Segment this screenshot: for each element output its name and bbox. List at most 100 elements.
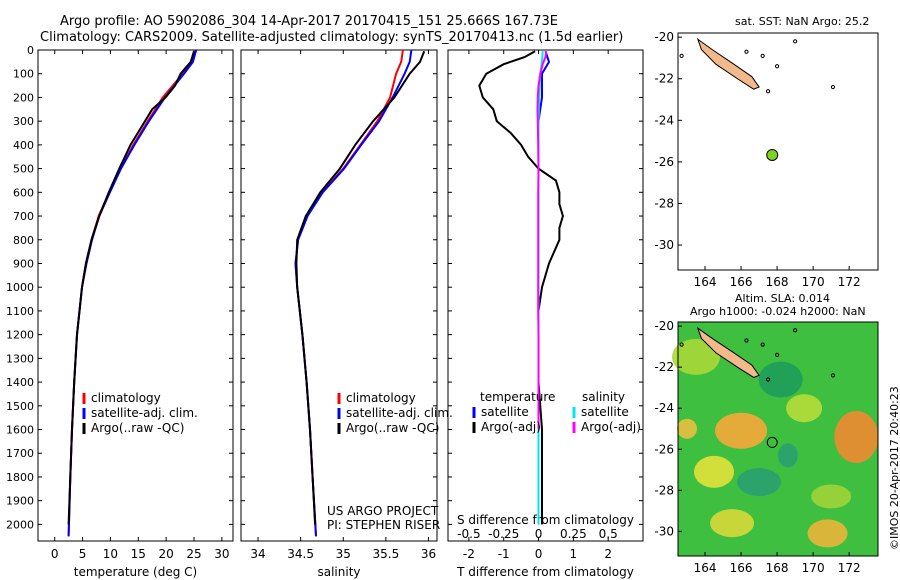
argo-float-marker <box>766 436 778 448</box>
series-line-1 <box>294 49 413 537</box>
map-frame <box>677 321 879 557</box>
profile-panel-1: 0 5 10 15 20 25 30 temperature (deg C) 0 100 200 30… <box>6 44 234 579</box>
series-line-2 <box>295 50 426 525</box>
island-outline <box>744 49 749 54</box>
x-tick-label: 10 <box>103 547 118 561</box>
x-tick-label: 25 <box>186 547 201 561</box>
legend-label: satellite <box>481 405 529 419</box>
map-x-tick-label: 166 <box>730 561 753 575</box>
x-tick-label: 34.5 <box>287 547 314 561</box>
series-line-0 <box>537 50 551 525</box>
x-tick-label: 36 <box>421 547 436 561</box>
y-tick-label: 1500 <box>6 400 34 413</box>
island-outline <box>765 89 771 94</box>
y-tick-label: 1800 <box>6 471 34 484</box>
island-outline <box>679 342 684 347</box>
x-tick-label: 15 <box>131 547 146 561</box>
x-tick-label: 2 <box>604 547 612 561</box>
legend-label: climatology <box>346 391 416 405</box>
x-tick-label: 30 <box>214 547 229 561</box>
argo-float-marker <box>766 148 779 161</box>
island-outline <box>744 338 749 343</box>
map-y-tick-label: -24 <box>654 113 674 127</box>
y-tick-label: 300 <box>13 115 34 128</box>
x-top-tick-label: 0.25 <box>560 527 587 541</box>
x-tick-label: 34 <box>250 547 265 561</box>
sla-anomaly-patch <box>811 484 852 509</box>
legend-label: Argo(..raw -QC) <box>346 421 439 435</box>
sla-anomaly-patch <box>710 509 755 538</box>
x-axis-label: T difference from climatology <box>456 565 634 579</box>
series-line-1 <box>67 49 198 537</box>
map-y-tick-label: -28 <box>654 483 674 497</box>
sla-anomaly-patch <box>677 418 698 439</box>
credit-pi: PI: STEPHEN RISER <box>327 518 441 532</box>
x-top-tick-label: -0.5 <box>457 527 480 541</box>
y-tick-label: 1700 <box>6 447 34 460</box>
map-y-tick-label: -24 <box>654 401 674 415</box>
legend-header-temp: temperature <box>480 390 555 404</box>
series-line-3 <box>536 51 548 430</box>
x-tick-label: -2 <box>463 547 475 561</box>
sla-anomaly-patch <box>834 410 879 463</box>
panel-frame <box>240 49 438 542</box>
map-y-tick-label: -22 <box>654 72 674 86</box>
y-tick-label: 1000 <box>6 281 34 294</box>
legend-label: climatology <box>91 391 161 405</box>
x-axis-label: salinity <box>317 565 360 579</box>
sst-map: 164 166 168 170 172 -20 -22 -24 -26 -28 -30 <box>654 30 879 289</box>
legend-label: Argo(..raw -QC) <box>91 421 184 435</box>
imos-watermark: ©IMOS 20-Apr-2017 20:40:23 <box>888 386 900 550</box>
x-axis-label: temperature (deg C) <box>74 565 197 579</box>
y-tick-label: 1300 <box>6 352 34 365</box>
island-outline <box>793 39 798 44</box>
sla-anomaly-patch <box>694 455 735 488</box>
y-tick-label: 700 <box>13 210 34 223</box>
map-y-tick-label: -26 <box>654 155 674 169</box>
series-line-0 <box>67 49 197 537</box>
new-caledonia-land <box>696 37 760 90</box>
island-outline <box>830 84 836 90</box>
map-x-tick-label: 164 <box>694 561 717 575</box>
x-top-tick-label: -0.25 <box>488 527 519 541</box>
series-line-1 <box>478 50 564 525</box>
island-outline <box>679 53 684 58</box>
figure-title-line2: Climatology: CARS2009. Satellite-adjuste… <box>40 30 624 45</box>
sla-map-title-2: Argo h1000: -0.024 h2000: NaN <box>690 305 866 318</box>
y-tick-label: 800 <box>13 234 34 247</box>
y-tick-label: 1600 <box>6 424 34 437</box>
x-tick-label: 0 <box>51 547 59 561</box>
map-y-tick-label: -20 <box>654 319 674 333</box>
sst-map-title: sat. SST: NaN Argo: 25.2 <box>735 15 870 28</box>
island-outline <box>793 328 798 333</box>
legend-label: satellite <box>581 405 629 419</box>
sla-anomaly-patch <box>786 394 823 423</box>
sla-anomaly-patch <box>672 338 721 375</box>
legend-label: satellite-adj. clim. <box>91 406 198 420</box>
sla-map: 164 166 168 170 172 -20 -22 -24 -26 -28 -30 <box>654 319 879 575</box>
map-y-tick-label: -26 <box>654 442 674 456</box>
map-y-tick-label: -20 <box>654 30 674 44</box>
y-tick-label: 200 <box>13 91 34 104</box>
y-tick-label: 400 <box>13 139 34 152</box>
new-caledonia-land <box>696 326 760 378</box>
y-tick-label: 2000 <box>6 518 34 531</box>
map-x-tick-label: 170 <box>802 561 825 575</box>
profile-panel-3: -2 -1 0 1 2 T difference from climatology -0.5… <box>447 49 644 579</box>
map-x-tick-label: 164 <box>694 275 717 289</box>
x-tick-label: 1 <box>570 547 578 561</box>
legend-label: Argo(-adj) <box>581 420 641 434</box>
y-tick-label: 100 <box>13 68 34 81</box>
island-outline <box>765 377 771 382</box>
x-tick-label: 35 <box>336 547 351 561</box>
y-tick-label: 1400 <box>6 376 34 389</box>
map-x-tick-label: 166 <box>730 275 753 289</box>
map-x-tick-label: 168 <box>766 561 789 575</box>
panel-frame <box>447 49 644 542</box>
x-top-tick-label: 0.5 <box>599 527 618 541</box>
y-tick-label: 900 <box>13 257 34 270</box>
